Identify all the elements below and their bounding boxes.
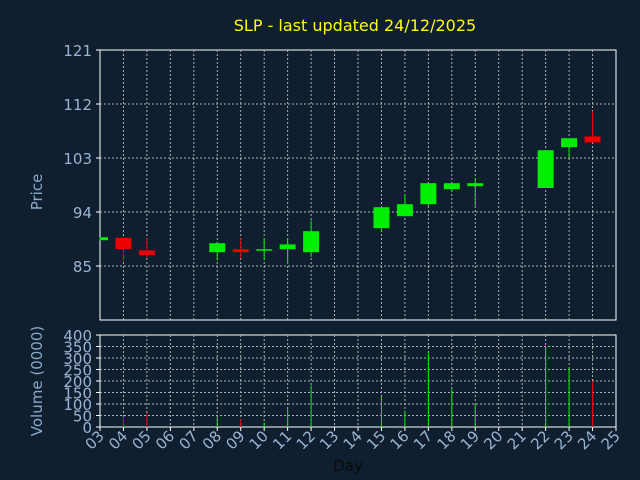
candle-body [303,231,320,253]
chart-title: SLP - last updated 24/12/2025 [234,16,476,35]
x-tick-label: 16 [387,427,413,453]
candle-body [373,207,390,229]
volume-tick-label: 200 [63,373,92,391]
volume-tick-label: 400 [63,327,92,345]
candle-body [467,183,484,187]
candle-body [100,237,108,241]
price-tick-label: 103 [63,150,92,168]
x-tick-label: 06 [152,427,178,453]
price-tick-label: 94 [73,204,92,222]
volume-tick-label: 0 [82,419,92,437]
x-tick-label: 15 [363,427,389,453]
x-tick-label: 11 [269,427,295,453]
candle-body [561,138,578,148]
volume-tick-label: 150 [63,385,92,403]
volume-tick-label: 250 [63,362,92,380]
candle-body [138,250,155,256]
candle-body [115,237,132,250]
volume-tick-label: 50 [73,408,92,426]
price-tick-label: 85 [73,258,92,276]
x-tick-label: 18 [433,427,459,453]
x-tick-label: 23 [551,427,577,453]
x-tick-label: 24 [574,427,600,453]
candle-body [537,150,554,188]
x-tick-label: 09 [222,427,248,453]
x-axis: 0304050607080910111213141516171819202122… [82,427,624,453]
volume-tick-label: 300 [63,350,92,368]
x-axis-label: Day [333,457,363,475]
x-tick-label: 12 [293,427,319,453]
candle-body [209,243,226,253]
price-panel: 121 112 103 94 85 [63,42,617,321]
volume-axis-label: Volume (0000) [28,326,46,436]
x-tick-label: 20 [480,427,506,453]
x-tick-label: 07 [175,427,201,453]
x-tick-label: 13 [316,427,342,453]
price-axis-label: Price [28,174,46,211]
volume-tick-label: 100 [63,396,92,414]
x-tick-label: 08 [199,427,225,453]
x-tick-label: 19 [457,427,483,453]
x-tick-label: 05 [129,427,155,453]
candle-body [232,249,249,253]
x-tick-label: 17 [410,427,436,453]
x-tick-label: 14 [340,427,366,453]
x-tick-label: 10 [246,427,272,453]
candle-body [584,136,601,143]
volume-tick-label: 350 [63,339,92,357]
candle-body [279,244,296,250]
candle-body [396,204,413,217]
x-tick-label: 25 [598,427,624,453]
x-tick-label: 21 [504,427,530,453]
candle-body [443,183,460,190]
x-tick-label: 04 [105,427,131,453]
price-tick-label: 112 [63,96,92,114]
candle-body [420,183,437,205]
x-tick-label: 22 [527,427,553,453]
price-tick-label: 121 [63,42,92,60]
candle-body [256,249,273,251]
